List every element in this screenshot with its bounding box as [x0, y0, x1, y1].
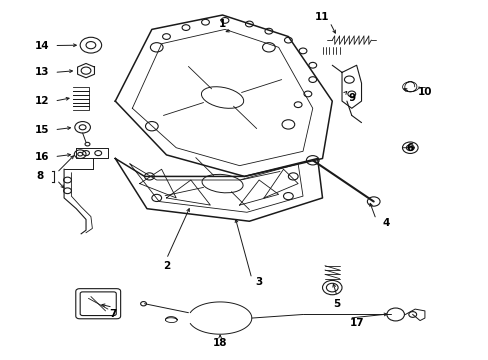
Text: 12: 12 — [35, 96, 49, 106]
Text: 14: 14 — [35, 41, 49, 50]
Text: 7: 7 — [109, 310, 116, 319]
Text: 2: 2 — [163, 261, 170, 271]
Text: 17: 17 — [348, 319, 363, 328]
Text: 15: 15 — [35, 125, 49, 135]
Text: 5: 5 — [333, 299, 340, 309]
Text: 3: 3 — [255, 277, 262, 287]
Text: 9: 9 — [347, 93, 355, 103]
Text: 8: 8 — [36, 171, 43, 181]
Text: 11: 11 — [315, 12, 329, 22]
Text: 16: 16 — [35, 152, 49, 162]
Text: 13: 13 — [35, 67, 49, 77]
Text: 10: 10 — [417, 87, 431, 97]
Text: 6: 6 — [406, 143, 413, 153]
Text: 18: 18 — [212, 338, 227, 348]
Text: 4: 4 — [382, 218, 389, 228]
Text: 1: 1 — [219, 19, 226, 29]
